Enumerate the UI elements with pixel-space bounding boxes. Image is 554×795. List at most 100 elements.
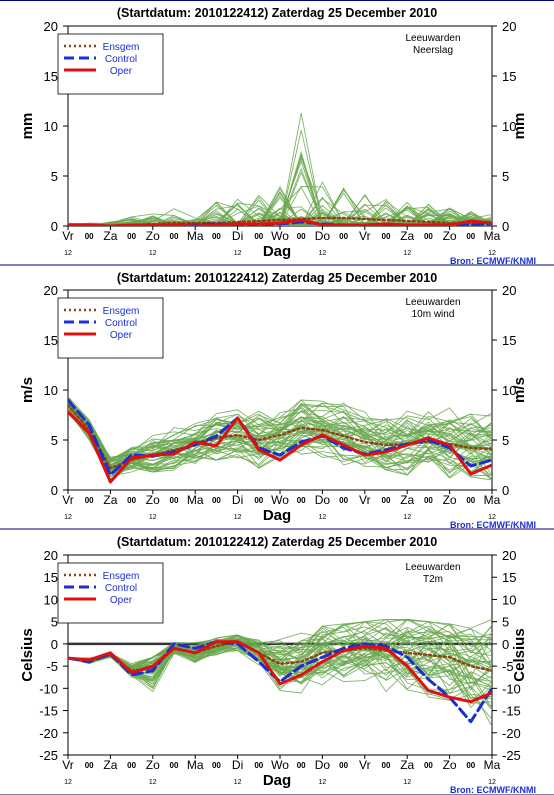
y-tick-label-right: 5 — [502, 433, 509, 448]
x-midnight-marker: 00 — [424, 496, 433, 505]
ensemble-member-line — [68, 404, 492, 466]
legend-box — [57, 297, 164, 359]
ensemble-member-line — [68, 405, 492, 475]
x-day-label: Zo — [443, 758, 457, 772]
chart-title: (Startdatum: 2010122412) Zaterdag 25 Dec… — [117, 6, 437, 20]
x-day-label: Zo — [443, 493, 457, 507]
x-day-label: Zo — [443, 229, 457, 243]
x-midnight-marker: 00 — [254, 761, 263, 770]
variable-label: Neerslag — [413, 45, 453, 56]
x-midnight-marker: 00 — [170, 232, 179, 241]
series-line-oper — [68, 640, 492, 704]
x-day-label: Za — [400, 493, 414, 507]
series-line-oper — [68, 410, 492, 484]
x-midnight-marker: 00 — [212, 761, 221, 770]
x-day-label: Zo — [146, 229, 160, 243]
y-axis-label-left: m/s — [19, 377, 36, 403]
x-day-label: Za — [400, 758, 414, 772]
x-hour-label: 12 — [319, 250, 327, 257]
legend-box — [57, 562, 164, 624]
legend-label-control: Control — [105, 54, 137, 65]
y-axis-label-right: Celsius — [511, 628, 528, 681]
source-credit: Bron: ECMWF/KNMI — [450, 520, 536, 530]
y-tick-label-left: 20 — [44, 19, 58, 34]
y-tick-label-right: 20 — [502, 19, 516, 34]
ensemble-member-line — [68, 628, 492, 673]
x-hour-label: 12 — [319, 514, 327, 521]
x-hour-label: 12 — [234, 250, 242, 257]
x-midnight-marker: 00 — [85, 761, 94, 770]
x-midnight-marker: 00 — [382, 232, 391, 241]
y-tick-label-right: 15 — [502, 333, 516, 348]
ensemble-member-line — [68, 621, 492, 666]
y-tick-label-right: 5 — [502, 615, 509, 630]
chart-title: (Startdatum: 2010122412) Zaterdag 25 Dec… — [117, 271, 437, 285]
chart-panel-2: (Startdatum: 2010122412) Zaterdag 25 Dec… — [0, 271, 554, 530]
y-tick-label-right: 10 — [502, 119, 516, 134]
y-tick-label-left: -20 — [39, 726, 58, 741]
y-axis-label-right: mm — [511, 113, 528, 140]
x-day-label: Za — [103, 493, 117, 507]
x-hour-label: 12 — [64, 514, 72, 521]
y-tick-label-right: 15 — [502, 570, 516, 585]
legend-label-oper: Oper — [110, 66, 133, 77]
y-tick-label-right: 5 — [502, 169, 509, 184]
x-day-label: Wo — [271, 758, 289, 772]
plot-lines — [68, 618, 492, 728]
y-tick-label-left: -10 — [39, 681, 58, 696]
ensemble-member-line — [68, 409, 492, 477]
x-midnight-marker: 00 — [297, 232, 306, 241]
y-tick-label-right: 20 — [502, 548, 516, 563]
legend-label-oper: Oper — [110, 595, 133, 606]
x-day-label: Ma — [187, 229, 204, 243]
y-tick-label-left: 0 — [51, 483, 58, 498]
chart-panel-1: (Startdatum: 2010122412) Zaterdag 25 Dec… — [0, 0, 554, 266]
x-day-label: Vr — [62, 229, 74, 243]
source-credit: Bron: ECMWF/KNMI — [450, 785, 536, 795]
y-tick-label-left: 5 — [51, 169, 58, 184]
x-hour-label: 12 — [488, 779, 496, 786]
x-hour-label: 12 — [234, 779, 242, 786]
plot-lines — [68, 112, 492, 226]
y-tick-label-right: -15 — [502, 704, 521, 719]
x-hour-label: 12 — [149, 250, 157, 257]
ensemble-member-line — [68, 646, 492, 695]
x-midnight-marker: 00 — [466, 761, 475, 770]
x-day-label: Za — [103, 758, 117, 772]
x-day-label: Vr — [359, 229, 371, 243]
ensemble-member-line — [68, 400, 492, 461]
x-midnight-marker: 00 — [170, 761, 179, 770]
y-axis-label-right: m/s — [511, 377, 528, 403]
x-midnight-marker: 00 — [127, 232, 136, 241]
x-midnight-marker: 00 — [254, 496, 263, 505]
x-midnight-marker: 00 — [382, 761, 391, 770]
ensemble-member-line — [68, 647, 492, 702]
x-hour-label: 12 — [403, 514, 411, 521]
x-hour-label: 12 — [488, 250, 496, 257]
x-midnight-marker: 00 — [212, 232, 221, 241]
plot-lines — [68, 396, 492, 484]
y-tick-label-left: 10 — [44, 119, 58, 134]
y-tick-label-right: -20 — [502, 726, 521, 741]
x-day-label: Vr — [359, 493, 371, 507]
legend-label-control: Control — [105, 318, 137, 329]
x-midnight-marker: 00 — [297, 496, 306, 505]
x-midnight-marker: 00 — [127, 496, 136, 505]
location-label: Leeuwarden — [405, 562, 460, 573]
y-tick-label-left: 15 — [44, 570, 58, 585]
x-day-label: Vr — [62, 493, 74, 507]
x-day-label: Ma — [484, 493, 501, 507]
series-line-oper — [68, 218, 492, 226]
series-line-ensgem — [68, 403, 492, 470]
x-axis-label: Dag — [263, 507, 291, 524]
x-axis-label: Dag — [263, 772, 291, 789]
y-tick-label-right: -25 — [502, 748, 521, 763]
x-midnight-marker: 00 — [339, 761, 348, 770]
y-axis-label-left: Celsius — [19, 628, 36, 681]
x-midnight-marker: 00 — [339, 232, 348, 241]
y-tick-label-right: 10 — [502, 383, 516, 398]
legend-label-ensgem: Ensgem — [103, 306, 140, 317]
y-tick-label-left: -15 — [39, 704, 58, 719]
ensemble-member-line — [68, 150, 492, 226]
